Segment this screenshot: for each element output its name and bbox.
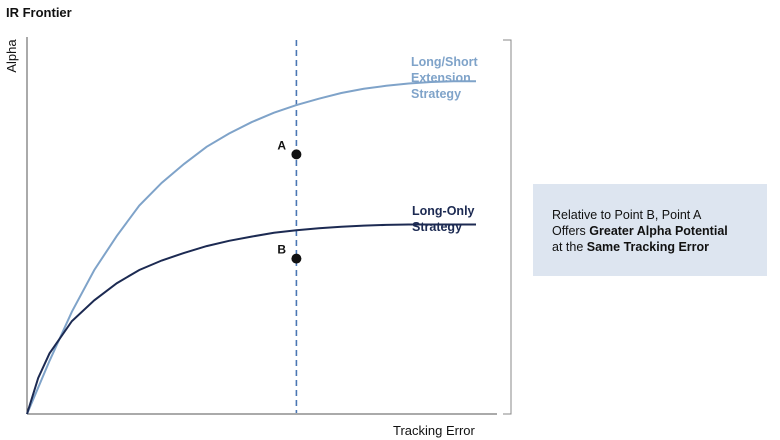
point-b-marker — [291, 253, 302, 264]
y-axis-label: Alpha — [4, 39, 19, 73]
callout-line-3: at the Same Tracking Error — [552, 240, 710, 254]
bracket — [503, 39, 512, 415]
series-line-1 — [26, 80, 476, 415]
callout-emphasis-1: Greater Alpha Potential — [589, 224, 728, 238]
callout-box: Relative to Point B, Point A Offers Grea… — [533, 184, 767, 276]
callout-line-2: Offers Greater Alpha Potential — [552, 224, 728, 238]
point-b-label: B — [277, 243, 286, 257]
callout-emphasis-2: Same Tracking Error — [586, 240, 710, 254]
chart-title: IR Frontier — [6, 5, 72, 20]
point-a-label: A — [277, 138, 286, 152]
series-label-1: Long/Short Extension Strategy — [411, 55, 478, 101]
callout-line-1: Relative to Point B, Point A — [552, 208, 702, 222]
point-a-marker — [291, 149, 302, 160]
x-axis-label: Tracking Error — [393, 423, 476, 438]
plot-area: Long/Short Extension Strategy Long-Only Stra… — [26, 40, 478, 415]
series-label-2: Long-Only Strategy — [412, 204, 475, 234]
series-line-2 — [26, 223, 476, 415]
